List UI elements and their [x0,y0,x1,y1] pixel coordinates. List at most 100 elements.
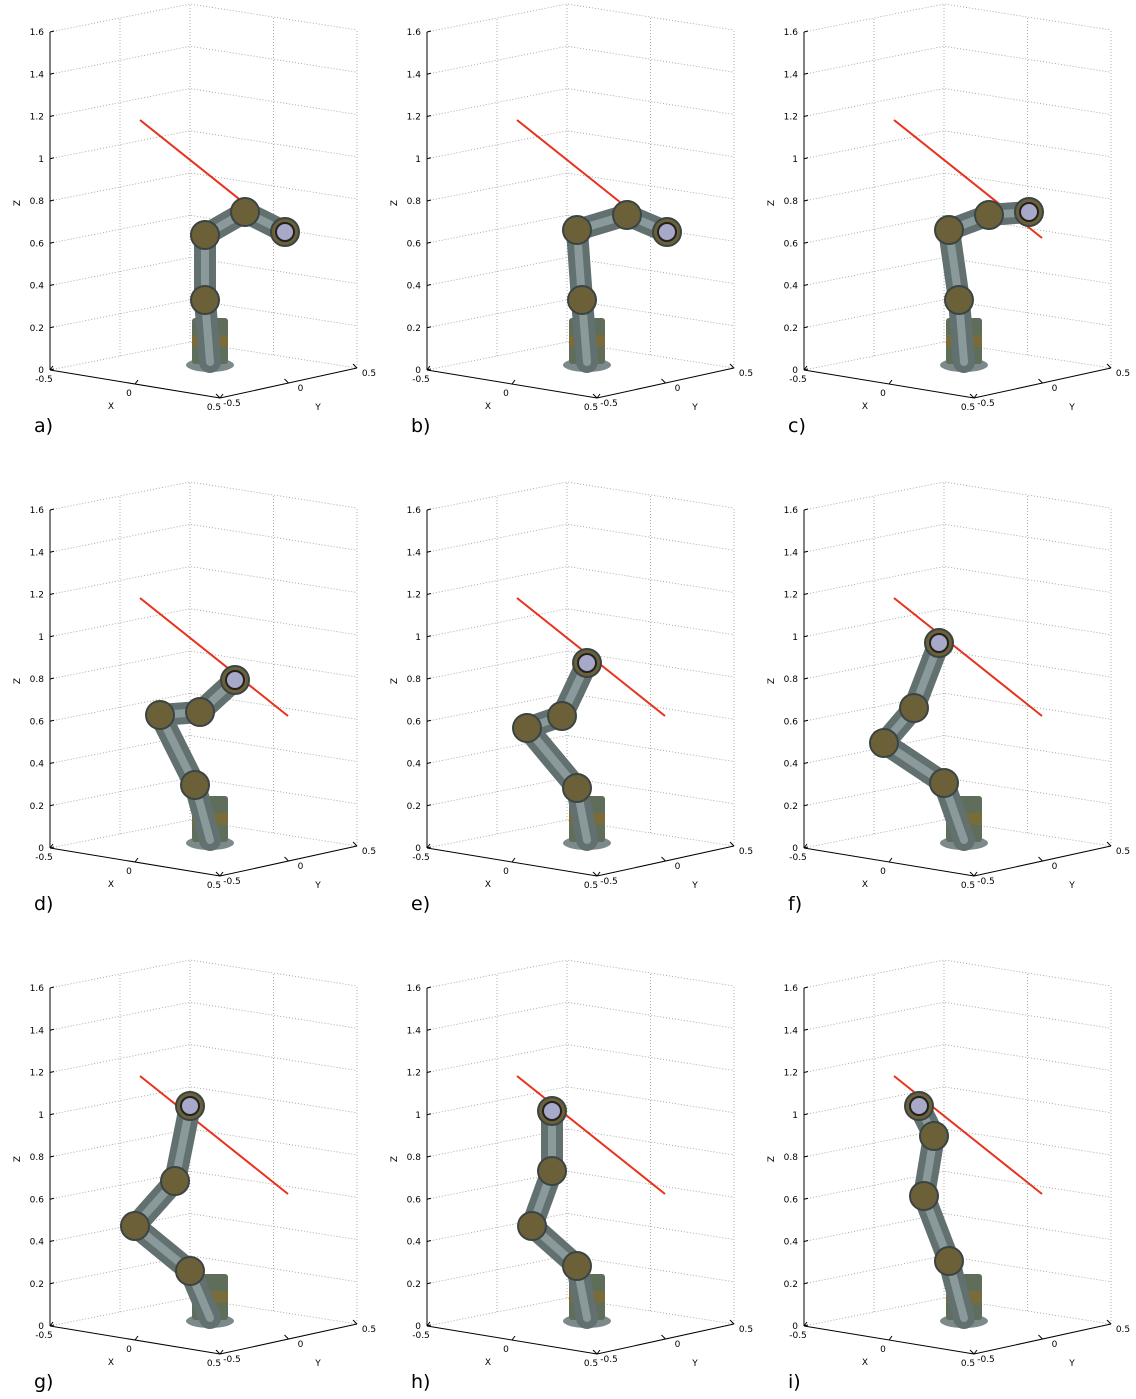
grid-line [426,130,735,160]
tick [426,804,432,807]
robot-joint [190,220,220,250]
grid-line [426,1297,735,1327]
y-tick-label: 0 [1052,1340,1058,1350]
grid-line [49,130,358,160]
panel-label: h) [411,1371,430,1393]
tick [803,1113,809,1116]
x-tick-label: 0.5 [961,1359,975,1369]
tick [215,871,221,877]
tick [49,1028,55,1031]
y-axis-label: Y [691,1359,698,1369]
z-tick-label: 1.2 [30,591,44,601]
y-tick-label: 0.5 [739,1325,753,1335]
tick [49,550,55,553]
grid-line [49,1297,358,1327]
tick [426,1240,432,1242]
grid-line [803,214,1112,244]
grid-line [49,3,358,33]
tick [973,1349,978,1355]
tick [729,841,735,847]
tick [134,379,139,385]
z-tick-label: 1.4 [30,70,45,80]
robot-joint [175,1256,205,1286]
robot-joint [185,697,215,727]
y-tick-label: 0.5 [1116,847,1130,857]
tick [969,393,975,399]
tick [803,677,809,680]
y-tick-label: 0 [1052,384,1058,394]
floor-axes [426,845,735,877]
x-tick-label: 0.5 [584,1359,598,1369]
tick [803,157,809,160]
z-tick-label: 0.4 [784,1238,799,1248]
grid-line [803,1128,1112,1158]
grid-line [49,1170,358,1200]
grid-line [803,650,1112,680]
x-tick-label: -0.5 [412,375,430,385]
z-tick-label: 0.2 [784,324,798,334]
grid-line [49,735,358,764]
tick [49,843,54,849]
robot-joint [869,728,899,758]
tick [592,1349,598,1355]
tick [426,508,432,511]
z-axis-label: Z [767,678,777,684]
z-tick-label: 0.2 [30,324,44,334]
y-tick-label: -0.5 [600,399,618,409]
z-tick-label: 0 [415,366,421,376]
robot-joint [944,285,974,315]
tick [803,284,809,286]
tick [352,841,358,847]
z-tick-label: 1 [415,1111,421,1121]
z-tick-label: 1.2 [784,113,798,123]
z-tick-label: 0.8 [30,1153,45,1163]
tick [803,719,809,722]
tick [426,72,432,75]
panel-label: e) [411,893,430,915]
grid-line [426,88,735,117]
robot-joint [537,1156,567,1186]
robot-joint [547,701,577,731]
z-tick-label: 0.4 [30,282,45,292]
grid-line [426,45,735,75]
z-tick-label: 1.6 [30,506,45,516]
tick [426,1155,432,1158]
tick [888,1335,893,1341]
tick [729,1319,735,1325]
tick [49,1321,54,1327]
grid-line [49,214,358,244]
tick [888,379,893,385]
panel-label: c) [788,415,806,437]
tick [803,1197,809,1200]
tick [352,1319,358,1325]
tick [49,326,55,329]
tick [49,508,55,511]
z-tick-label: 0.2 [30,1280,44,1290]
panel: 00.20.40.60.811.21.41.6-0.500.5 -0.500.5Z… [13,3,376,437]
tick [661,856,666,862]
panel-label: a) [34,415,53,437]
x-tick-label: 0.5 [961,881,975,891]
tick [973,871,978,877]
grid-line [803,1086,1112,1116]
end-effector [929,633,949,653]
z-tick-label: 0.8 [784,197,799,207]
y-tick-label: -0.5 [977,877,995,887]
z-tick-label: 1.6 [784,28,799,38]
grid-line [803,566,1112,595]
grid-line [803,1297,1112,1327]
grid-line [803,1001,1112,1031]
grid-line [803,819,1112,849]
y-tick-label: 0.5 [1116,1325,1130,1335]
grid-line [426,1255,735,1285]
tick [511,857,516,863]
grid-line [803,45,1112,75]
tick [596,871,601,877]
y-tick-label: -0.5 [600,1355,618,1365]
tick [1106,363,1112,369]
grid-line [49,1086,358,1116]
tick [215,393,221,399]
grid-line [426,1170,735,1200]
robot-joint [934,215,964,245]
z-tick-label: 0 [792,1322,798,1332]
